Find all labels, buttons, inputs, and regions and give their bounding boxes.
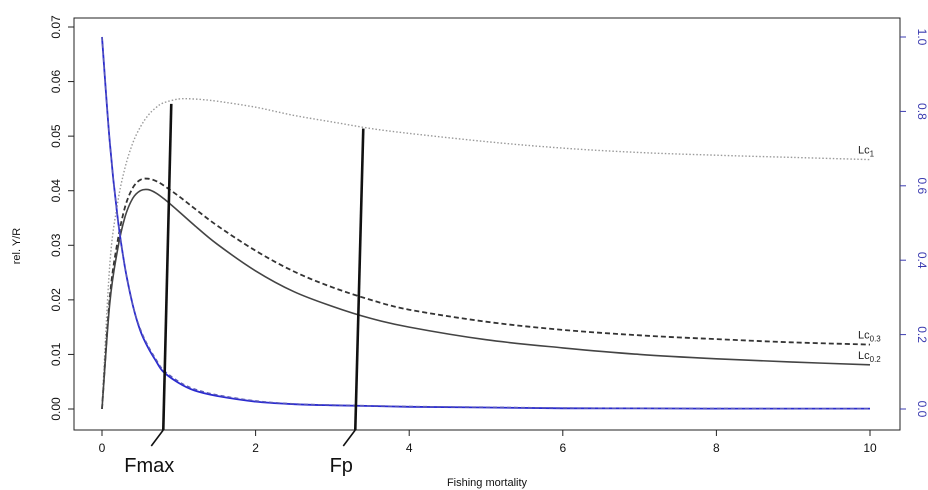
series-label: Lc1 (858, 145, 875, 159)
series-label-sub: 0.2 (870, 355, 882, 364)
y-tick-label: 0.06 (49, 70, 63, 94)
y-tick-label: 0.01 (49, 342, 63, 366)
ref-line-fp (353, 128, 365, 431)
ref-line-fmax (161, 103, 173, 431)
plot-border (73, 17, 901, 431)
reference-lines: Fmax Fp (124, 103, 365, 477)
x-tick-label: 0 (99, 441, 106, 455)
x-axis-title: Fishing mortality (447, 477, 528, 489)
ref-label-fp: Fp (330, 455, 353, 477)
y-tick-label: 0.05 (49, 124, 63, 148)
y2-tick-label: 0.4 (915, 252, 928, 269)
ref-leader-fmax (150, 429, 164, 447)
right-axis: 0.0 0.2 0.4 0.6 0.8 1.0 (900, 29, 928, 418)
left-axis: 0.00 0.01 0.02 0.03 0.04 0.05 0.06 0.07 (49, 15, 74, 421)
x-tick-label: 6 (559, 441, 566, 455)
series-line-0 (101, 97, 871, 410)
y2-tick-label: 0.8 (915, 103, 928, 120)
y-tick-label: 0.02 (49, 288, 63, 312)
x-tick-label: 2 (252, 441, 259, 455)
series-line-3 (101, 36, 870, 410)
y2-tick-label: 0.6 (915, 177, 928, 194)
plot-frame (73, 17, 901, 431)
y-tick-label: 0.04 (49, 179, 63, 203)
series-line-4 (101, 36, 871, 410)
ref-label-fmax: Fmax (124, 455, 174, 477)
y2-tick-label: 1.0 (915, 29, 928, 46)
x-tick-label: 10 (863, 441, 877, 455)
x-tick-label: 8 (713, 441, 720, 455)
y2-tick-label: 0.0 (915, 401, 928, 418)
series-label: Lc0.2 (858, 350, 881, 364)
series-label-sub: 1 (870, 150, 875, 159)
series-line-2 (101, 188, 871, 410)
series-label-sub: 0.3 (870, 335, 882, 344)
series-line-1 (101, 177, 871, 410)
x-axis: 0 2 4 6 8 10 (99, 430, 877, 455)
y-tick-label: 0.03 (49, 233, 63, 257)
series-layer (101, 36, 871, 410)
x-tick-label: 4 (406, 441, 413, 455)
series-labels: Lc1 Lc0.3 Lc0.2 (858, 145, 881, 364)
y-axis-title: rel. Y/R (11, 228, 23, 265)
ref-leader-fp (342, 429, 356, 447)
y2-tick-label: 0.2 (915, 326, 928, 343)
series-label: Lc0.3 (858, 330, 881, 344)
y-tick-label: 0.00 (49, 397, 63, 421)
y-tick-label: 0.07 (49, 15, 63, 39)
